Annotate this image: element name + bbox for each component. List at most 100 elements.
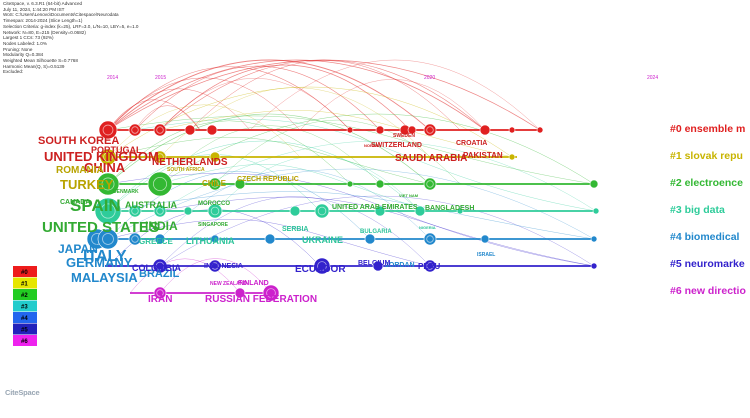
country-node[interactable] [508, 126, 516, 134]
country-node[interactable] [97, 228, 119, 250]
node-circle[interactable] [423, 177, 437, 191]
country-node[interactable] [207, 203, 223, 219]
node-circle[interactable] [592, 207, 600, 215]
country-node[interactable] [210, 234, 220, 244]
country-node[interactable] [152, 258, 168, 274]
node-circle[interactable] [184, 124, 196, 136]
node-circle[interactable] [94, 197, 122, 225]
country-node[interactable] [206, 124, 218, 136]
country-node[interactable] [375, 125, 385, 135]
country-node[interactable] [154, 233, 166, 245]
node-circle[interactable] [374, 205, 386, 217]
node-circle[interactable] [209, 151, 221, 163]
node-circle[interactable] [508, 126, 516, 134]
country-node[interactable] [536, 126, 544, 134]
country-node[interactable] [479, 124, 491, 136]
node-circle[interactable] [208, 177, 222, 191]
node-circle[interactable] [97, 228, 119, 250]
node-circle[interactable] [536, 126, 544, 134]
country-node[interactable] [589, 179, 599, 189]
country-node[interactable] [508, 153, 516, 161]
node-circle[interactable] [208, 259, 222, 273]
node-circle[interactable] [154, 233, 166, 245]
country-node[interactable] [423, 259, 437, 273]
country-node[interactable] [147, 171, 173, 197]
country-node[interactable] [208, 259, 222, 273]
country-node[interactable] [374, 205, 386, 217]
country-nodes[interactable] [86, 120, 600, 302]
node-circle[interactable] [423, 123, 437, 137]
country-node[interactable] [423, 232, 437, 246]
country-node[interactable] [289, 205, 301, 217]
country-node[interactable] [209, 151, 221, 163]
node-circle[interactable] [508, 153, 516, 161]
country-node[interactable] [423, 177, 437, 191]
country-node[interactable] [407, 125, 417, 135]
country-node[interactable] [98, 120, 118, 140]
node-circle[interactable] [234, 287, 246, 299]
node-circle[interactable] [234, 178, 246, 190]
country-node[interactable] [375, 179, 385, 189]
node-circle[interactable] [153, 204, 167, 218]
node-circle[interactable] [128, 232, 142, 246]
node-circle[interactable] [153, 150, 167, 164]
node-circle[interactable] [375, 125, 385, 135]
node-circle[interactable] [480, 234, 490, 244]
node-circle[interactable] [479, 124, 491, 136]
country-node[interactable] [346, 180, 354, 188]
country-node[interactable] [414, 205, 426, 217]
node-circle[interactable] [414, 205, 426, 217]
node-circle[interactable] [423, 259, 437, 273]
node-circle[interactable] [346, 180, 354, 188]
node-circle[interactable] [589, 179, 599, 189]
country-node[interactable] [456, 207, 464, 215]
node-circle[interactable] [153, 123, 167, 137]
node-circle[interactable] [364, 233, 376, 245]
country-node[interactable] [96, 172, 120, 196]
country-node[interactable] [128, 232, 142, 246]
node-circle[interactable] [210, 234, 220, 244]
node-circle[interactable] [375, 179, 385, 189]
node-circle[interactable] [98, 120, 118, 140]
node-circle[interactable] [206, 124, 218, 136]
country-node[interactable] [313, 257, 331, 275]
country-node[interactable] [314, 203, 330, 219]
country-node[interactable] [184, 124, 196, 136]
country-node[interactable] [592, 207, 600, 215]
node-circle[interactable] [289, 205, 301, 217]
country-node[interactable] [153, 150, 167, 164]
node-circle[interactable] [207, 203, 223, 219]
node-circle[interactable] [183, 206, 193, 216]
country-node[interactable] [264, 233, 276, 245]
node-circle[interactable] [346, 126, 354, 134]
country-node[interactable] [94, 197, 122, 225]
node-circle[interactable] [590, 235, 598, 243]
node-circle[interactable] [423, 232, 437, 246]
country-node[interactable] [153, 123, 167, 137]
node-circle[interactable] [99, 148, 117, 166]
node-circle[interactable] [262, 284, 280, 302]
node-circle[interactable] [407, 125, 417, 135]
country-node[interactable] [153, 204, 167, 218]
node-circle[interactable] [456, 207, 464, 215]
country-node[interactable] [183, 206, 193, 216]
node-circle[interactable] [314, 203, 330, 219]
country-node[interactable] [128, 204, 142, 218]
country-node[interactable] [128, 123, 142, 137]
node-circle[interactable] [590, 262, 598, 270]
country-node[interactable] [590, 262, 598, 270]
country-node[interactable] [346, 126, 354, 134]
country-node[interactable] [234, 287, 246, 299]
node-circle[interactable] [96, 172, 120, 196]
country-node[interactable] [153, 286, 167, 300]
node-circle[interactable] [264, 233, 276, 245]
node-circle[interactable] [152, 258, 168, 274]
node-circle[interactable] [153, 286, 167, 300]
node-circle[interactable] [128, 204, 142, 218]
node-circle[interactable] [147, 171, 173, 197]
country-node[interactable] [262, 284, 280, 302]
country-node[interactable] [372, 260, 384, 272]
country-node[interactable] [364, 233, 376, 245]
node-circle[interactable] [372, 260, 384, 272]
